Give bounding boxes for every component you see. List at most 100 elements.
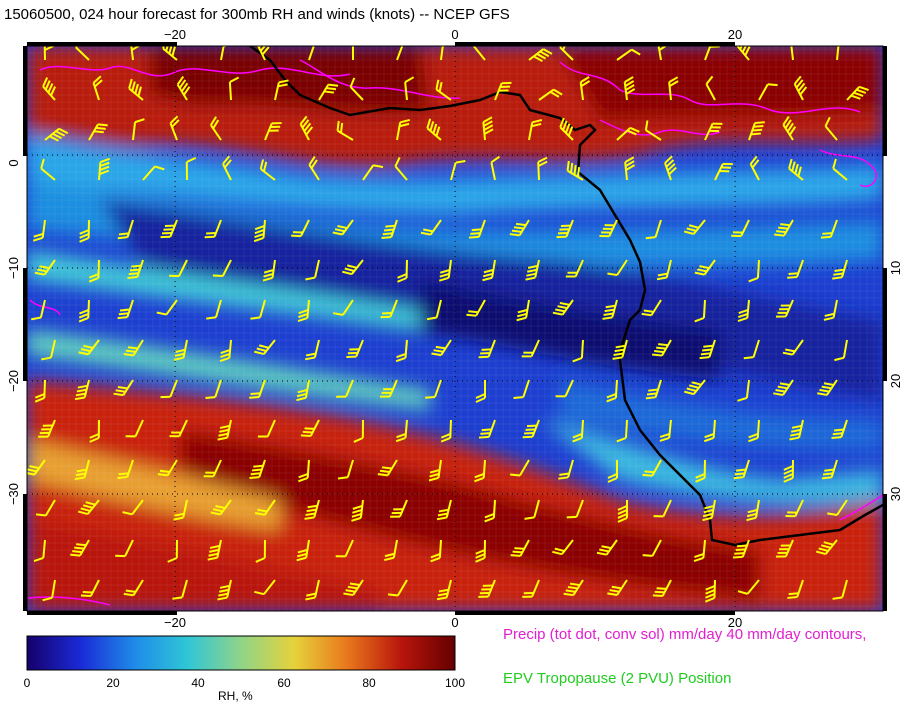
colorbar-tick: 20 xyxy=(106,676,120,690)
lon-tick-bottom: 20 xyxy=(728,615,742,630)
wind-barb xyxy=(390,499,408,518)
wind-barb xyxy=(75,46,90,61)
wind-barb xyxy=(787,259,804,279)
wind-barb xyxy=(342,259,364,276)
wind-barb xyxy=(642,539,662,557)
wind-barb xyxy=(731,219,750,238)
wind-barb xyxy=(616,419,628,443)
wind-barb xyxy=(563,579,584,597)
wind-barb xyxy=(176,75,191,101)
wind-barb xyxy=(117,219,134,240)
wind-barb xyxy=(249,459,266,480)
wind-barb xyxy=(522,579,540,598)
wind-barb xyxy=(537,156,548,181)
wind-barb xyxy=(92,75,103,101)
wind-barb xyxy=(664,155,677,181)
wind-barb xyxy=(694,299,706,323)
wind-barb xyxy=(617,499,628,523)
wind-barb xyxy=(169,419,188,438)
wind-barb xyxy=(397,259,408,283)
wind-barb xyxy=(123,579,144,597)
wind-barb xyxy=(220,46,234,61)
wind-barb xyxy=(714,162,733,181)
colorbar-tick: 60 xyxy=(277,676,291,690)
wind-barb xyxy=(736,46,751,61)
wind-barb xyxy=(42,579,56,602)
lon-tick-top: 0 xyxy=(451,27,458,42)
wind-barb xyxy=(132,118,145,141)
wind-barb xyxy=(254,499,276,516)
wind-barb xyxy=(394,156,408,181)
wind-barb xyxy=(74,379,90,401)
wind-barb xyxy=(572,339,584,363)
wind-barb xyxy=(652,579,672,597)
wind-barb xyxy=(156,299,178,316)
wind-barb xyxy=(377,459,398,477)
wind-barb xyxy=(125,419,144,438)
wind-barb xyxy=(438,259,452,282)
wind-barb xyxy=(43,46,55,61)
colorbar-tick: 100 xyxy=(444,676,466,690)
wind-barb xyxy=(484,499,496,523)
wind-barb xyxy=(353,419,364,443)
wind-barb xyxy=(396,46,405,61)
wind-barb xyxy=(117,299,134,320)
wind-barb xyxy=(831,419,848,440)
wind-barb xyxy=(836,46,849,61)
wind-barb xyxy=(475,379,486,403)
wind-barb xyxy=(694,259,716,276)
wind-barb xyxy=(566,499,584,519)
wind-barb xyxy=(425,379,442,399)
wind-barb xyxy=(31,299,46,321)
wind-barb xyxy=(296,539,310,562)
wind-barb xyxy=(249,379,266,399)
wind-barb xyxy=(556,219,574,239)
wind-barb xyxy=(528,119,543,141)
wind-barb xyxy=(78,339,100,356)
wind-barb xyxy=(430,539,442,563)
wind-barb xyxy=(510,459,530,477)
wind-barb xyxy=(207,539,222,561)
wind-barb xyxy=(70,539,90,557)
wind-barb xyxy=(834,339,848,362)
wind-barb xyxy=(652,339,672,357)
wind-barb xyxy=(335,539,354,558)
wind-barb xyxy=(173,499,188,521)
wind-barb xyxy=(34,259,56,276)
lat-tick-left: −20 xyxy=(6,370,21,392)
wind-barb xyxy=(642,459,662,477)
wind-barb xyxy=(623,76,636,101)
wind-barb xyxy=(782,339,804,356)
wind-barb xyxy=(203,459,222,478)
wind-barb xyxy=(524,499,540,520)
lat-tick-right: 20 xyxy=(888,374,903,388)
wind-barb xyxy=(789,419,804,441)
wind-barb xyxy=(318,83,339,101)
wind-barb xyxy=(362,164,384,181)
wind-barb xyxy=(127,259,144,279)
wind-barb xyxy=(291,219,310,238)
wind-barb xyxy=(748,419,760,443)
wind-barb xyxy=(644,120,662,141)
wind-barb xyxy=(431,339,452,357)
wind-barb xyxy=(305,579,320,601)
wind-barb xyxy=(343,579,364,597)
wind-barb xyxy=(300,419,320,437)
wind-barb xyxy=(305,259,320,281)
wind-barb xyxy=(702,499,716,522)
wind-barb xyxy=(478,579,496,598)
wind-barb xyxy=(351,499,364,522)
wind-barb xyxy=(257,419,276,438)
wind-barb xyxy=(832,259,848,280)
wind-barb xyxy=(653,499,672,518)
wind-barb xyxy=(749,155,760,181)
wind-barb xyxy=(32,219,46,242)
wind-barb xyxy=(308,46,316,61)
wind-barb xyxy=(167,539,178,563)
wind-barb xyxy=(122,499,144,516)
wind-barb xyxy=(384,539,398,562)
wind-barb xyxy=(832,579,848,600)
wind-barb xyxy=(793,75,808,101)
wind-barb xyxy=(255,539,266,563)
